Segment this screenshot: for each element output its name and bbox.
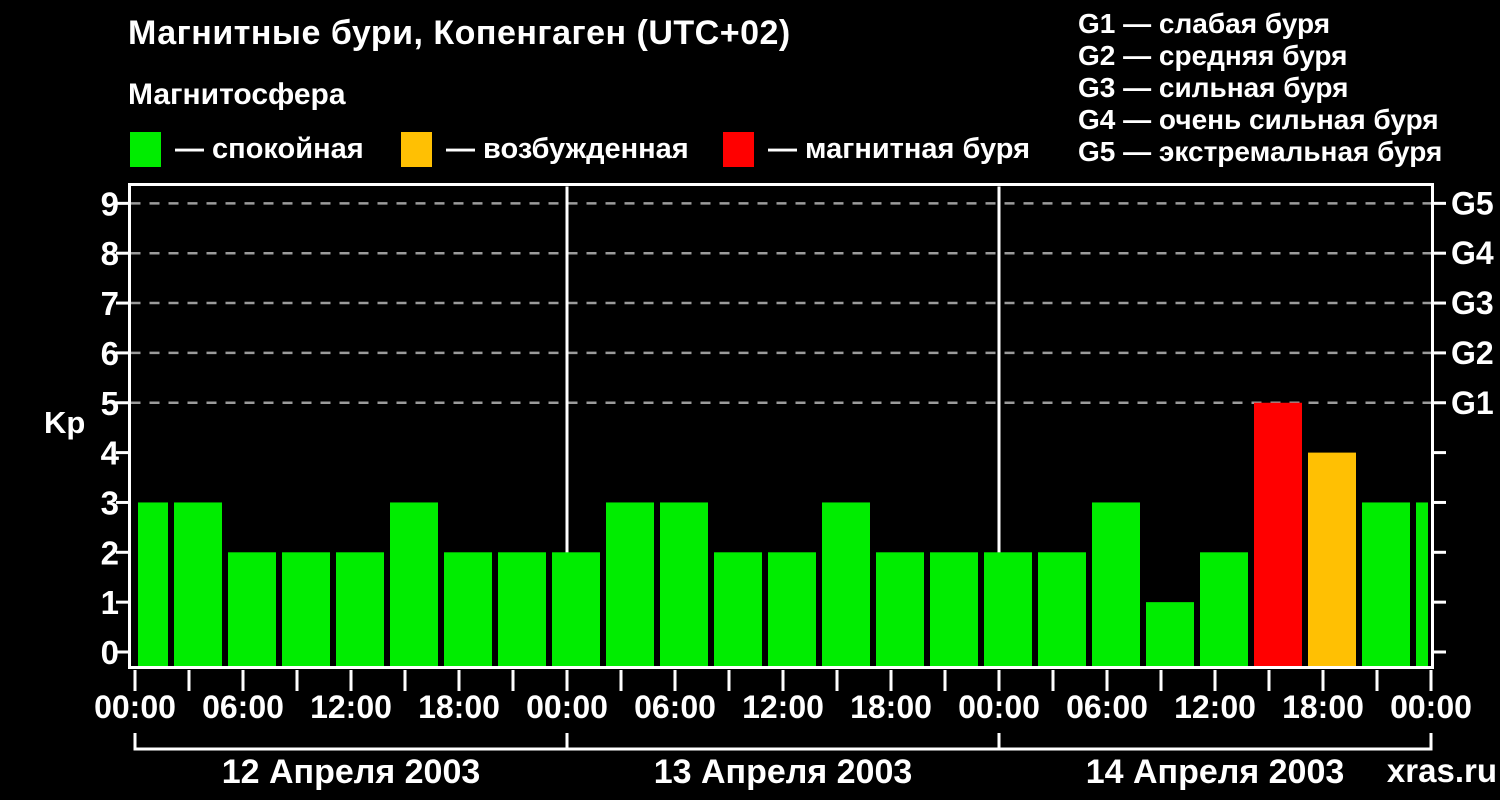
- time-tick-label: 12:00: [310, 689, 392, 725]
- kp-bar: [138, 502, 168, 666]
- time-tick-label: 12:00: [742, 689, 824, 725]
- kp-bar: [606, 502, 654, 666]
- plot-frame: [128, 183, 1434, 669]
- kp-bar: [1200, 552, 1248, 666]
- y-tick-label: 4: [101, 435, 120, 472]
- g-scale-legend-line: G3 — сильная буря: [1078, 72, 1349, 103]
- time-tick-label: 06:00: [1066, 689, 1148, 725]
- kp-bar: [1254, 402, 1302, 666]
- legend-label-quiet: — спокойная: [175, 132, 364, 165]
- kp-bar: [498, 552, 546, 666]
- y-tick-label: 2: [101, 534, 119, 571]
- watermark-text: xras.ru: [1387, 752, 1497, 789]
- g-scale-legend-line: G2 — средняя буря: [1078, 40, 1348, 71]
- time-tick-label: 18:00: [418, 689, 500, 725]
- legend-swatch-storm-icon: [723, 131, 754, 167]
- time-tick-label: 12:00: [1174, 689, 1256, 725]
- y-tick-label: 9: [101, 185, 119, 222]
- g-scale-legend: G1 — слабая буря G2 — средняя буря G3 — …: [1078, 8, 1442, 168]
- kp-bar: [282, 552, 330, 666]
- kp-bar: [552, 552, 600, 666]
- kp-bar: [822, 502, 870, 666]
- time-tick-label: 06:00: [202, 689, 284, 725]
- kp-bar: [660, 502, 708, 666]
- kp-bar: [714, 552, 762, 666]
- g-scale-legend-line: G1 — слабая буря: [1078, 8, 1331, 39]
- kp-bar: [1038, 552, 1086, 666]
- g-scale-label: G5: [1451, 185, 1494, 221]
- g-scale-label: G2: [1451, 335, 1494, 371]
- date-label: 12 Апреля 2003: [222, 753, 481, 791]
- kp-bar: [1416, 502, 1428, 666]
- legend-label-excited: — возбужденная: [446, 132, 689, 165]
- y-axis-title: Kp: [44, 405, 85, 440]
- kp-bar: [444, 552, 492, 666]
- g-scale-label: G4: [1451, 235, 1494, 271]
- date-label: 13 Апреля 2003: [654, 753, 913, 791]
- legend-swatch-excited-icon: [401, 131, 432, 167]
- page-title: Магнитные бури, Копенгаген (UTC+02): [128, 14, 791, 52]
- y-tick-label: 0: [101, 634, 119, 671]
- legend-item-quiet: — спокойная: [130, 131, 364, 167]
- date-label: 14 Апреля 2003: [1086, 753, 1345, 791]
- g-scale-legend-line: G5 — экстремальная буря: [1078, 136, 1443, 167]
- kp-bar: [228, 552, 276, 666]
- time-tick-label: 18:00: [850, 689, 932, 725]
- kp-bar: [984, 552, 1032, 666]
- time-tick-label: 00:00: [958, 689, 1040, 725]
- kp-bar: [930, 552, 978, 666]
- time-tick-label: 00:00: [94, 689, 176, 725]
- chart-subtitle: Магнитосфера: [128, 78, 346, 111]
- time-tick-label: 00:00: [1390, 689, 1472, 725]
- kp-bar: [390, 502, 438, 666]
- kp-bar: [336, 552, 384, 666]
- legend-item-excited: — возбужденная: [401, 131, 689, 167]
- g-scale-legend-line: G4 — очень сильная буря: [1078, 104, 1439, 135]
- kp-bar: [174, 502, 222, 666]
- kp-bar: [1308, 452, 1356, 666]
- g-scale-label: G3: [1451, 285, 1494, 321]
- time-tick-label: 00:00: [526, 689, 608, 725]
- y-tick-label: 5: [101, 385, 119, 422]
- kp-bar: [1146, 602, 1194, 666]
- legend-item-storm: — магнитная буря: [723, 131, 1030, 167]
- y-tick-label: 1: [101, 584, 119, 621]
- kp-bar: [876, 552, 924, 666]
- kp-bar: [1092, 502, 1140, 666]
- time-tick-label: 06:00: [634, 689, 716, 725]
- y-tick-label: 6: [101, 335, 119, 372]
- kp-bar: [1362, 502, 1410, 666]
- kp-bar: [768, 552, 816, 666]
- y-tick-label: 3: [101, 484, 119, 521]
- y-tick-label: 7: [101, 285, 119, 322]
- y-tick-label: 8: [101, 235, 119, 272]
- time-tick-label: 18:00: [1282, 689, 1364, 725]
- g-scale-label: G1: [1451, 385, 1494, 421]
- legend-label-storm: — магнитная буря: [768, 132, 1031, 165]
- legend-swatch-quiet-icon: [130, 131, 161, 167]
